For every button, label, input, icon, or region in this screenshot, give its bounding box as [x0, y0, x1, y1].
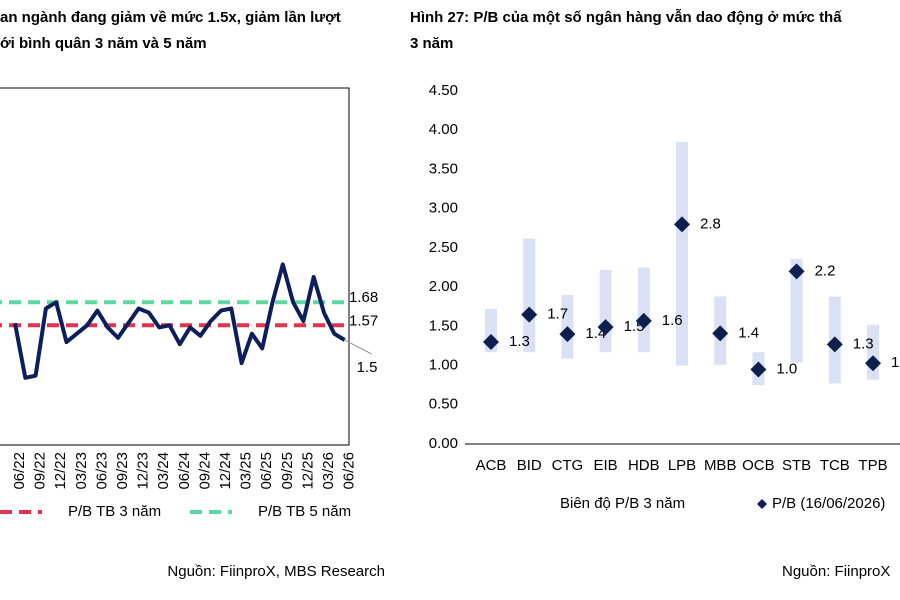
end-value-label: 1.5: [357, 359, 378, 376]
left-title-2: ới bình quân 3 năm và 5 năm: [0, 35, 207, 52]
right-source: Nguồn: FiinproX: [782, 563, 890, 580]
legend-label: P/B TB 3 năm: [68, 503, 161, 520]
y-tick-label: 3.50: [429, 160, 458, 177]
x-tick-label: 12/22: [52, 452, 69, 490]
value-label: 1.6: [662, 312, 683, 329]
right-title-2: 3 năm: [410, 35, 453, 52]
x-tick-label: LPB: [668, 457, 696, 474]
x-tick-label: TPB: [858, 457, 887, 474]
x-tick-label: 03/26: [320, 452, 337, 490]
x-tick-label: 09/25: [279, 452, 296, 490]
range-bar: [790, 258, 803, 363]
x-tick-label: 09/24: [196, 452, 213, 490]
left-plot-frame: [0, 87, 350, 446]
left-title-1: an ngành đang giảm về mức 1.5x, giảm lần…: [0, 9, 341, 26]
reference-label: 1.68: [349, 289, 378, 306]
value-label: 1.3: [509, 333, 530, 350]
pb-diamond: [865, 355, 881, 372]
value-label: 2.2: [815, 262, 836, 279]
range-bar: [676, 141, 688, 366]
x-tick-label: 06/22: [11, 452, 28, 490]
x-tick-label: MBB: [704, 457, 737, 474]
range-bar: [637, 267, 650, 353]
y-tick-label: 0.50: [429, 396, 458, 413]
pb-diamond: [483, 334, 499, 351]
pb-diamond: [597, 319, 614, 336]
x-tick-label: 06/23: [93, 452, 110, 490]
x-tick-label: STB: [782, 457, 811, 474]
x-tick-label: ACB: [476, 457, 507, 474]
x-tick-label: 12/25: [299, 452, 316, 490]
legend-diamond: [757, 499, 767, 509]
pb-diamond: [635, 312, 652, 329]
y-tick-label: 4.50: [429, 82, 458, 99]
x-tick-label: 06/26: [341, 452, 358, 490]
reference-label: 1.57: [349, 312, 378, 329]
range-bar: [523, 238, 536, 353]
value-label: 1.0: [891, 354, 900, 371]
x-tick-label: 03/25: [238, 452, 255, 490]
x-tick-label: HDB: [628, 457, 660, 474]
legend-label: P/B (16/06/2026): [772, 495, 885, 512]
pb-diamond: [559, 326, 576, 343]
x-tick-label: TCB: [820, 457, 850, 474]
pb-diamond: [788, 263, 805, 280]
pb-diamond: [712, 325, 729, 342]
y-tick-label: 0.00: [429, 435, 458, 452]
left-source: Nguồn: FiinproX, MBS Research: [167, 563, 385, 580]
x-tick-label: BID: [517, 457, 542, 474]
right-title-1: Hình 27: P/B của một số ngân hàng vẫn da…: [410, 9, 842, 26]
value-label: 1.7: [547, 306, 568, 323]
x-tick-label: 09/22: [32, 452, 49, 490]
y-tick-label: 1.00: [429, 357, 458, 374]
legend-label: Biên độ P/B 3 năm: [560, 495, 685, 512]
x-tick-label: 06/24: [176, 452, 193, 490]
y-tick-label: 4.00: [429, 121, 458, 138]
value-label: 2.8: [700, 215, 721, 232]
pb-diamond: [826, 336, 843, 353]
y-tick-label: 1.50: [429, 317, 458, 334]
x-tick-label: EIB: [594, 457, 618, 474]
x-tick-label: CTG: [552, 457, 584, 474]
y-tick-label: 3.00: [429, 200, 458, 217]
pb-line: [13, 262, 346, 380]
leader-line: [344, 339, 372, 355]
pb-diamond: [521, 306, 538, 323]
x-tick-label: OCB: [742, 457, 775, 474]
value-label: 1.3: [853, 335, 874, 352]
value-label: 1.4: [738, 324, 759, 341]
x-tick-label: 12/23: [135, 452, 152, 490]
y-tick-label: 2.00: [429, 278, 458, 295]
x-tick-label: 12/24: [217, 452, 234, 490]
pb-diamond: [674, 216, 690, 233]
value-label: 1.0: [776, 360, 797, 377]
x-tick-label: 03/24: [155, 452, 172, 490]
legend-label: P/B TB 5 năm: [258, 503, 351, 520]
x-tick-label: 03/23: [73, 452, 90, 490]
x-tick-label: 06/25: [258, 452, 275, 490]
x-tick-label: 09/23: [114, 452, 131, 490]
pb-diamond: [750, 361, 767, 378]
y-tick-label: 2.50: [429, 239, 458, 256]
